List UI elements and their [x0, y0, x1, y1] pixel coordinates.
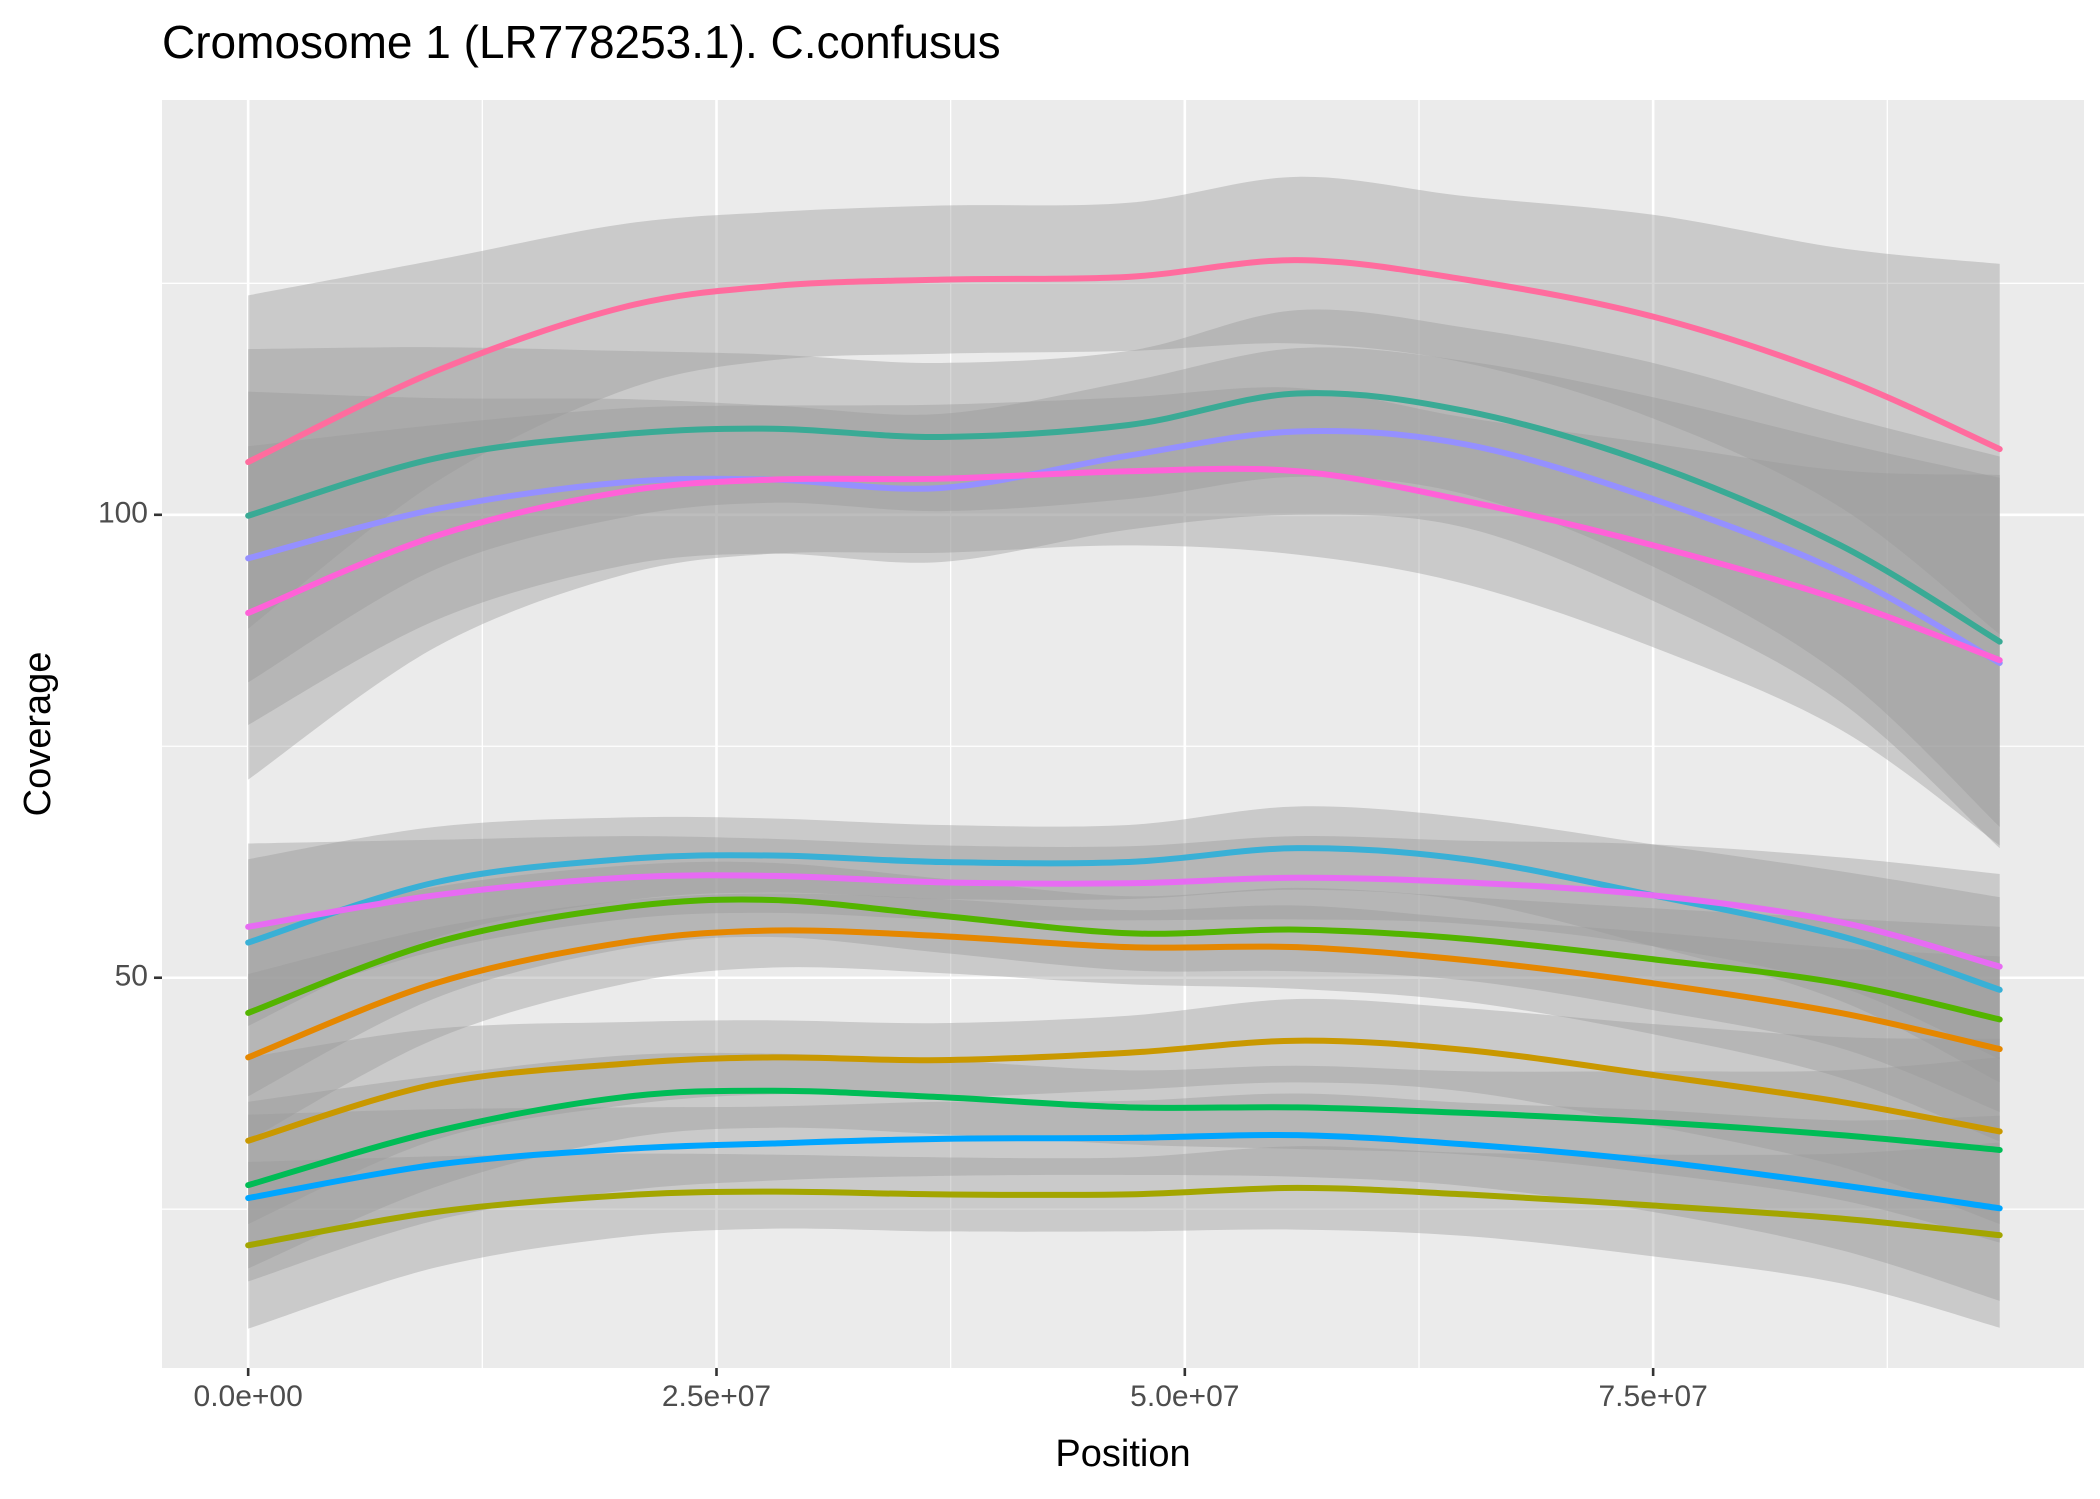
x-tick-label: 2.5e+07: [662, 1380, 771, 1413]
trend-line: [245, 927, 2003, 1061]
y-tick-label: 100: [98, 497, 148, 530]
x-tick-label: 5.0e+07: [1130, 1380, 1239, 1413]
trend-line: [245, 390, 2003, 645]
trend-line: [245, 465, 2003, 664]
trend-line: [245, 845, 2003, 993]
trend-line: [245, 896, 2003, 1023]
lines: [245, 257, 2003, 1249]
confidence-ribbon: [248, 309, 2000, 827]
confidence-ribbon: [248, 998, 2000, 1225]
confidence-ribbon: [248, 893, 2000, 1142]
confidence-ribbon: [248, 1052, 2000, 1269]
y-tick-label: 50: [115, 960, 148, 993]
x-tick-label: 0.0e+00: [194, 1380, 303, 1413]
y-axis-label: Coverage: [17, 652, 59, 817]
confidence-ribbon: [248, 835, 2000, 1060]
trend-line: [245, 1131, 2003, 1212]
trend-line: [245, 872, 2003, 970]
axes: 0.0e+00 2.5e+07 5.0e+07 7.5e+07 50 100: [98, 497, 1708, 1413]
x-axis-label: Position: [1055, 1433, 1190, 1475]
trend-line: [245, 428, 2003, 666]
confidence-ribbon: [248, 1142, 2000, 1329]
x-tick-label: 7.5e+07: [1599, 1380, 1708, 1413]
trend-line: [245, 1037, 2003, 1144]
confidence-ribbon: [248, 176, 2000, 635]
chart-title: Cromosome 1 (LR778253.1). C.confusus: [162, 16, 1001, 68]
grid: [162, 100, 2084, 1368]
confidence-ribbon: [248, 861, 2000, 1112]
trend-line: [245, 1184, 2003, 1249]
trend-line: [245, 257, 2003, 466]
confidence-ribbon: [248, 387, 2000, 846]
trend-line: [245, 1087, 2003, 1189]
confidence-ribbon: [248, 347, 2000, 849]
